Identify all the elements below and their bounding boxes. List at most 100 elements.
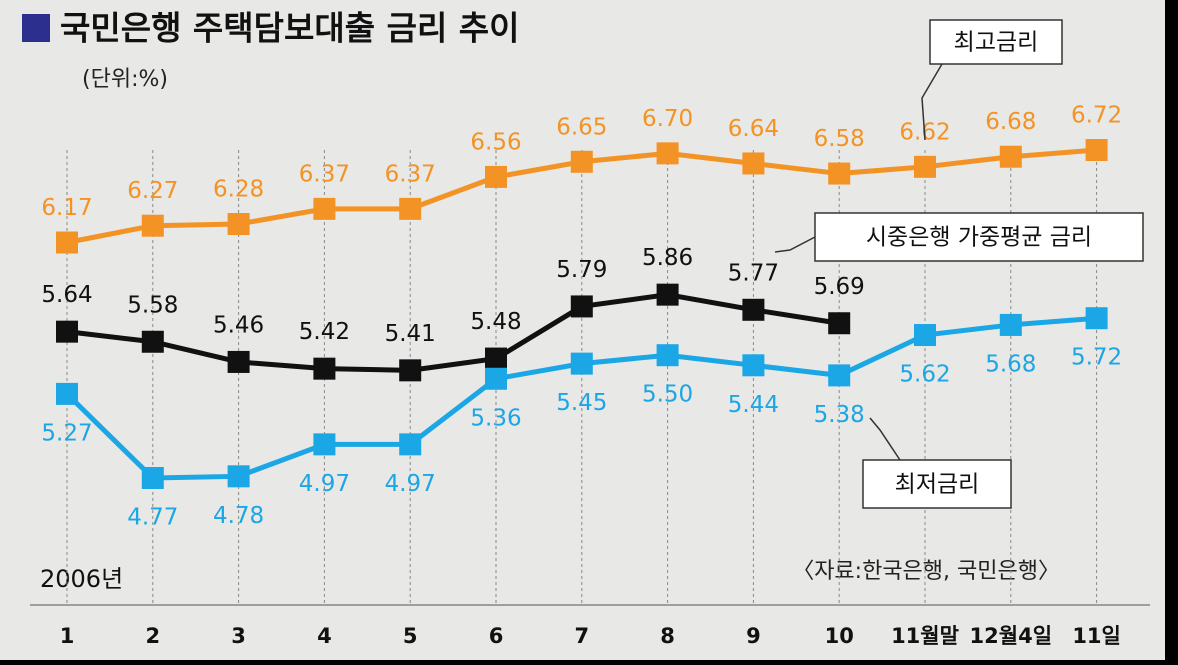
data-label: 6.65 [556, 114, 607, 140]
marker [656, 344, 679, 367]
marker [914, 155, 936, 178]
data-label: 6.70 [642, 106, 693, 132]
data-label: 5.46 [213, 312, 264, 338]
data-label: 6.37 [299, 161, 350, 187]
title-marker [22, 14, 50, 42]
marker [399, 197, 422, 220]
data-label: 5.68 [985, 351, 1036, 377]
legend-box [814, 212, 1144, 262]
data-label: 4.97 [385, 471, 436, 497]
marker [56, 382, 78, 405]
data-label: 5.27 [41, 420, 92, 446]
data-label: 6.28 [213, 177, 264, 203]
x-tick-label: 12월4일 [970, 624, 1052, 648]
data-label: 5.44 [728, 392, 779, 418]
marker [828, 162, 851, 185]
x-tick-label: 9 [746, 624, 761, 648]
marker [141, 467, 164, 489]
data-label: 5.64 [41, 282, 92, 308]
data-label: 6.64 [728, 116, 779, 142]
marker [828, 364, 851, 387]
data-label: 4.97 [299, 471, 350, 497]
data-label: 6.72 [1071, 103, 1122, 129]
data-label: 4.77 [127, 505, 178, 531]
marker [570, 295, 593, 318]
data-label: 6.58 [814, 126, 865, 152]
marker [656, 142, 679, 165]
marker [56, 231, 78, 254]
marker [227, 465, 250, 488]
data-label: 6.37 [385, 161, 436, 187]
data-label: 5.62 [899, 362, 950, 388]
marker [141, 330, 164, 353]
marker [485, 165, 507, 188]
x-tick-label: 11일 [1072, 624, 1121, 648]
data-label: 6.27 [127, 178, 178, 204]
data-label: 5.77 [728, 260, 779, 286]
marker [399, 433, 422, 456]
data-label: 5.36 [470, 405, 521, 431]
legend-box [862, 459, 1012, 509]
marker [742, 354, 765, 377]
data-label: 5.42 [299, 319, 350, 345]
marker [141, 214, 164, 237]
marker [742, 298, 765, 321]
marker [570, 352, 593, 375]
data-label: 5.72 [1071, 345, 1122, 371]
marker [313, 197, 336, 220]
marker [313, 433, 336, 456]
marker [914, 324, 936, 347]
marker [56, 320, 78, 343]
x-tick-label: 4 [317, 624, 332, 648]
data-label: 5.79 [556, 257, 607, 283]
marker [313, 357, 336, 380]
series-line [66, 292, 840, 373]
x-tick-label: 10 [825, 624, 854, 648]
marker [485, 367, 507, 390]
x-tick-label: 7 [574, 624, 589, 648]
x-tick-label: 8 [660, 624, 675, 648]
x-tick-label: 2 [145, 624, 160, 648]
marker [1085, 307, 1108, 330]
legend-box [929, 19, 1063, 65]
x-tick-label: 11월말 [891, 624, 959, 648]
data-label: 6.68 [985, 109, 1036, 135]
marker [656, 283, 679, 306]
data-label: 5.86 [642, 245, 693, 271]
data-label: 5.45 [556, 390, 607, 416]
marker [828, 312, 851, 335]
callout-leader [774, 236, 816, 253]
marker [999, 145, 1022, 168]
data-label: 6.56 [470, 129, 521, 155]
legend-label: 최고금리 [954, 30, 1039, 56]
chart-title: 국민은행 주택담보대출 금리 추이 [60, 9, 520, 48]
data-label: 5.58 [127, 292, 178, 318]
year-label: 2006년 [40, 565, 123, 593]
marker [227, 213, 250, 236]
marker [999, 313, 1022, 336]
marker [485, 347, 507, 370]
legend-label: 최저금리 [895, 472, 980, 498]
marker [570, 150, 593, 173]
unit-label: (단위:%) [82, 67, 168, 92]
data-label: 5.50 [642, 382, 693, 408]
callout-leader [921, 63, 943, 141]
callout-leader [869, 417, 901, 461]
x-tick-label: 3 [231, 624, 246, 648]
marker [742, 152, 765, 175]
data-label: 5.48 [470, 309, 521, 335]
x-tick-label: 1 [60, 624, 75, 648]
x-tick-label: 5 [403, 624, 418, 648]
marker [1085, 139, 1108, 161]
legend-label: 시중은행 가중평균 금리 [866, 225, 1092, 251]
marker [399, 359, 422, 382]
source: 〈자료:한국은행, 국민은행〉 [792, 559, 1060, 584]
data-label: 5.69 [814, 274, 865, 300]
data-label: 5.38 [814, 402, 865, 428]
data-label: 5.41 [385, 321, 436, 347]
data-label: 6.17 [41, 195, 92, 221]
x-tick-label: 6 [489, 624, 504, 648]
marker [227, 350, 250, 373]
